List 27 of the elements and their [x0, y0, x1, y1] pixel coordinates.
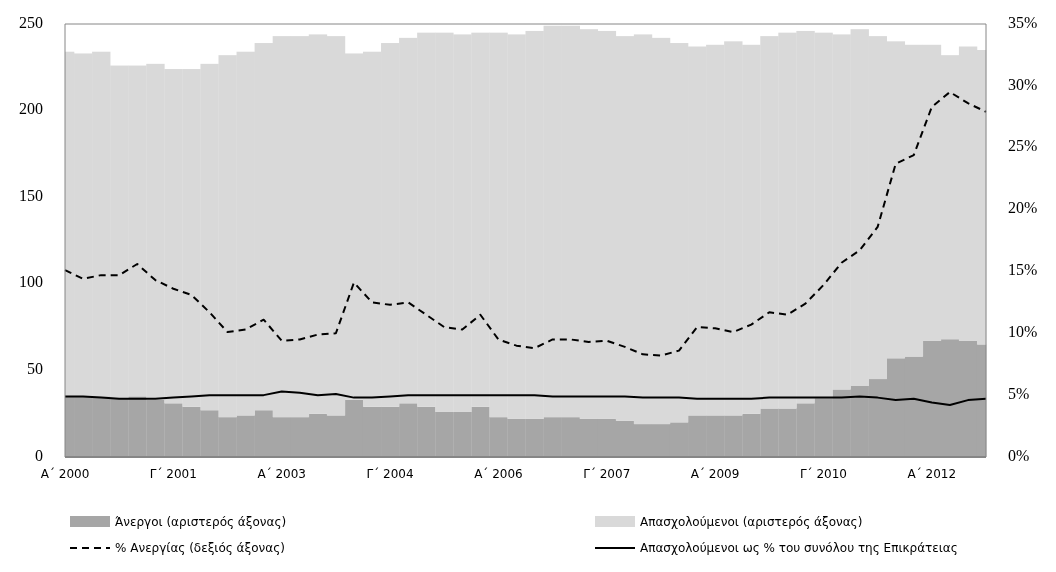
y-tick-label: 200: [19, 100, 43, 118]
x-tick-label: Γ΄ 2010: [799, 467, 847, 481]
y2-tick-label: 20%: [1008, 199, 1038, 217]
x-tick-label: Γ΄ 2004: [366, 467, 414, 481]
x-tick-label: Α΄ 2009: [690, 467, 740, 481]
y2-tick-label: 15%: [1008, 261, 1038, 279]
y2-tick-label: 10%: [1008, 322, 1038, 340]
x-tick-label: Γ΄ 2007: [583, 467, 631, 481]
y-tick-label: 0: [35, 446, 43, 464]
x-tick-label: Α΄ 2000: [40, 467, 90, 481]
y-tick-label: 250: [19, 13, 43, 31]
y-tick-label: 150: [19, 186, 43, 204]
y2-tick-label: 30%: [1008, 75, 1038, 93]
legend-label: Άνεργοι (αριστερός άξονας): [115, 515, 287, 529]
x-tick-label: Γ΄ 2001: [149, 467, 197, 481]
x-tick-label: Α΄ 2006: [474, 467, 523, 481]
legend-label: Απασχολούμενοι (αριστερός άξονας): [640, 515, 863, 529]
y2-tick-label: 25%: [1008, 137, 1038, 155]
y-tick-label: 50: [27, 360, 43, 378]
y2-tick-label: 0%: [1008, 446, 1030, 464]
y-tick-label: 100: [19, 273, 43, 291]
legend-label: Απασχολούμενοι ως % του συνόλου της Επικράτειας: [640, 541, 958, 555]
x-tick-label: Α΄ 2012: [907, 467, 957, 481]
y2-tick-label: 35%: [1008, 13, 1038, 31]
legend-label: % Ανεργίας (δεξιός άξονας): [115, 541, 285, 555]
x-tick-label: Α΄ 2003: [257, 467, 306, 481]
y2-tick-label: 5%: [1008, 384, 1030, 402]
